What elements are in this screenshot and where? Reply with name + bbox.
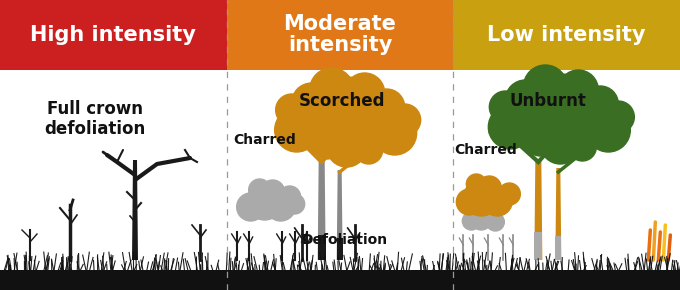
Polygon shape: [318, 160, 326, 260]
Circle shape: [345, 73, 385, 113]
Text: Full crown
defoliation: Full crown defoliation: [44, 99, 146, 138]
Bar: [0, 0, 226, 70]
Circle shape: [309, 68, 354, 112]
Circle shape: [349, 92, 405, 148]
Circle shape: [237, 193, 265, 221]
Text: Moderate
intensity: Moderate intensity: [284, 14, 396, 55]
Circle shape: [260, 180, 285, 204]
Circle shape: [463, 180, 499, 216]
Bar: [454, 0, 680, 70]
Bar: [226, 0, 454, 70]
Bar: [454, 70, 680, 290]
Circle shape: [558, 70, 598, 110]
Circle shape: [524, 124, 556, 156]
Circle shape: [456, 189, 482, 215]
Text: Charred: Charred: [454, 143, 517, 157]
Text: High intensity: High intensity: [31, 25, 197, 45]
Text: Defoliation: Defoliation: [302, 233, 388, 247]
Circle shape: [602, 101, 634, 133]
Circle shape: [522, 74, 598, 150]
Circle shape: [311, 127, 343, 159]
Polygon shape: [556, 168, 561, 260]
Circle shape: [562, 89, 618, 145]
Circle shape: [490, 91, 522, 123]
Circle shape: [477, 176, 501, 200]
Circle shape: [541, 124, 580, 164]
Text: Scorched: Scorched: [299, 92, 385, 110]
Circle shape: [505, 80, 545, 120]
Circle shape: [488, 105, 532, 149]
Polygon shape: [318, 235, 326, 260]
Polygon shape: [534, 160, 543, 260]
Bar: [0, 270, 680, 290]
Polygon shape: [534, 232, 543, 260]
Circle shape: [389, 104, 421, 136]
Circle shape: [275, 94, 307, 126]
Polygon shape: [132, 160, 138, 260]
Circle shape: [326, 127, 367, 167]
Circle shape: [373, 111, 417, 155]
Polygon shape: [337, 238, 343, 260]
Circle shape: [503, 92, 558, 148]
Circle shape: [289, 95, 345, 151]
Circle shape: [292, 83, 332, 123]
Circle shape: [249, 179, 271, 201]
Circle shape: [275, 108, 319, 152]
Circle shape: [568, 133, 596, 161]
Circle shape: [582, 86, 618, 122]
Bar: [226, 70, 454, 290]
Circle shape: [498, 183, 520, 205]
Circle shape: [462, 212, 480, 230]
Circle shape: [482, 186, 512, 216]
Circle shape: [279, 186, 301, 208]
Circle shape: [247, 184, 283, 220]
Polygon shape: [556, 236, 561, 260]
Circle shape: [524, 65, 567, 109]
Circle shape: [355, 136, 383, 164]
Text: Unburnt: Unburnt: [510, 92, 587, 110]
Circle shape: [266, 191, 296, 221]
Circle shape: [486, 213, 505, 231]
Text: Low intensity: Low intensity: [488, 25, 646, 45]
Text: Charred: Charred: [233, 133, 296, 147]
Circle shape: [471, 210, 492, 230]
Polygon shape: [337, 170, 343, 260]
Circle shape: [285, 194, 305, 214]
Circle shape: [369, 89, 405, 125]
Circle shape: [309, 77, 385, 153]
Bar: [0, 70, 226, 290]
Circle shape: [586, 108, 630, 152]
Circle shape: [466, 174, 486, 194]
